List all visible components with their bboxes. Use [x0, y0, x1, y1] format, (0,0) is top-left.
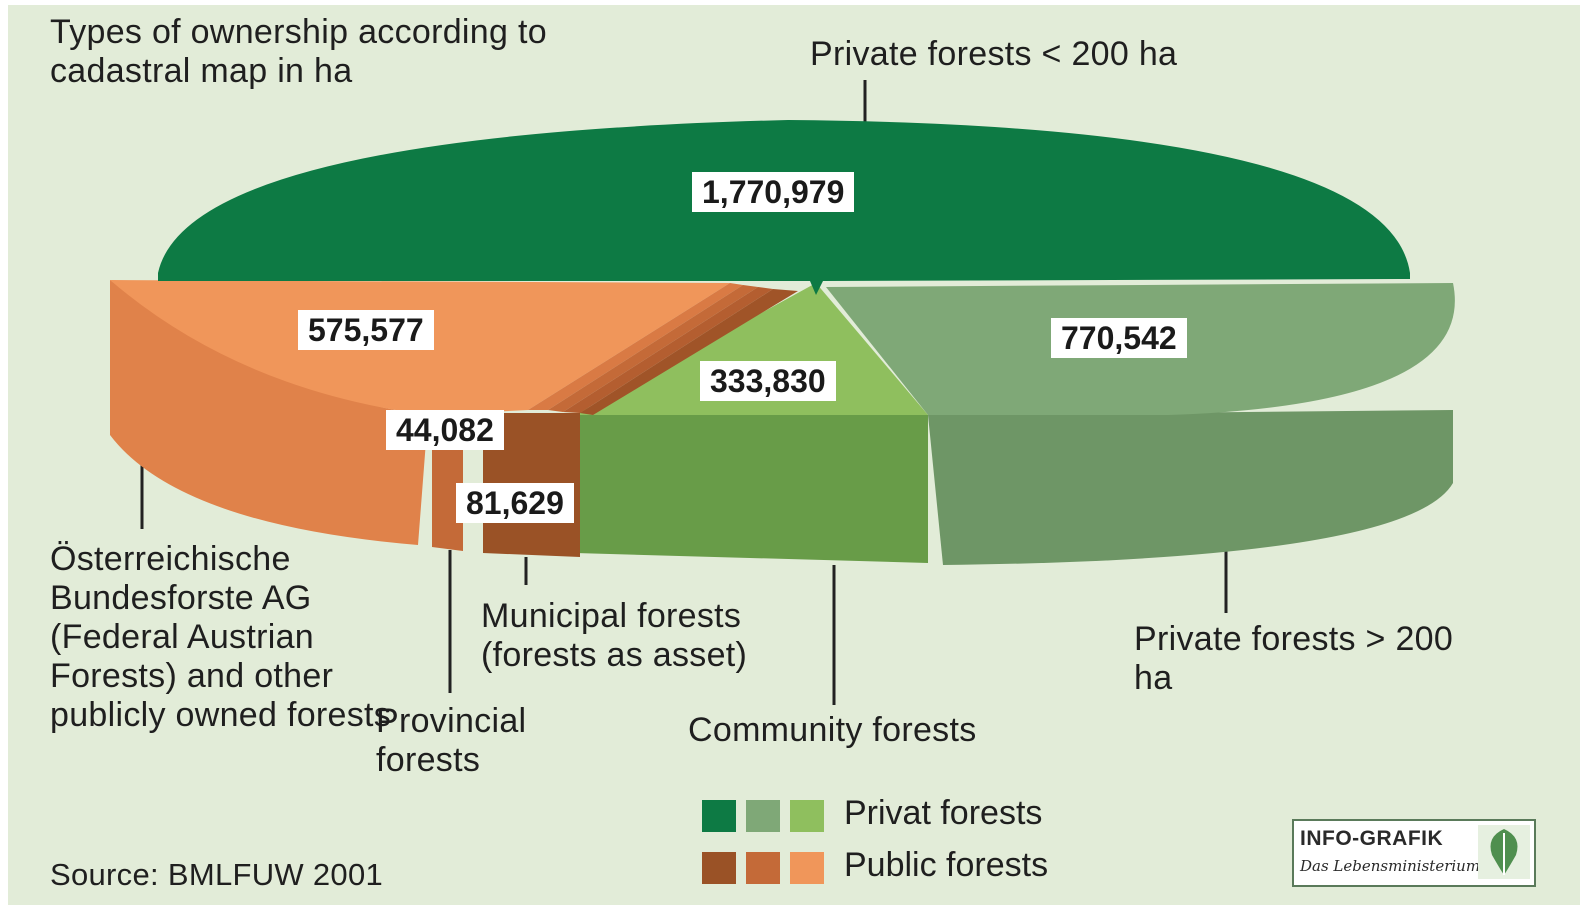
sliver-2 [548, 285, 758, 412]
legend-swatch [702, 800, 736, 832]
slice-side-private-big [928, 410, 1453, 565]
logo-title: INFO-GRAFIK [1300, 827, 1444, 850]
value-community: 333,830 [700, 361, 836, 401]
value-provincial: 44,082 [386, 410, 504, 450]
pie-chart [110, 80, 1455, 705]
legend-label-private: Privat forests [844, 794, 1043, 832]
legend-swatch [790, 800, 824, 832]
legend-swatch [702, 852, 736, 884]
value-private-small: 1,770,979 [692, 172, 855, 212]
value-private-big: 770,542 [1051, 318, 1187, 358]
label-private-big: Private forests > 200 ha [1134, 620, 1454, 697]
slice-side-community [575, 415, 928, 563]
label-municipal: Municipal forests (forests as asset) [481, 597, 748, 674]
slice-top-community [575, 283, 928, 415]
label-provincial: Provincial forests [376, 702, 527, 779]
value-municipal: 81,629 [456, 483, 574, 523]
legend-swatch [746, 800, 780, 832]
sliver-1 [528, 283, 743, 410]
slice-side-obf [110, 280, 428, 545]
chart-title: Types of ownership according to cadastra… [50, 13, 547, 90]
legend-label-public: Public forests [844, 846, 1049, 884]
sliver-3 [563, 287, 773, 413]
legend-swatch [746, 852, 780, 884]
leaf-icon [1478, 825, 1530, 879]
label-obf: Österreichische Bundesforste AG (Federal… [50, 540, 392, 734]
source-note: Source: BMLFUW 2001 [50, 857, 384, 892]
legend-swatch [790, 852, 824, 884]
label-private-small: Private forests < 200 ha [810, 35, 1178, 73]
label-community: Community forests [688, 711, 977, 749]
logo-signature: Das Lebensministerium [1300, 857, 1481, 875]
info-grafik-logo: INFO-GRAFIK Das Lebensministerium [1292, 819, 1536, 887]
infographic: Types of ownership according to cadastra… [8, 5, 1580, 905]
sliver-4 [580, 289, 798, 415]
value-obf: 575,577 [298, 310, 434, 350]
